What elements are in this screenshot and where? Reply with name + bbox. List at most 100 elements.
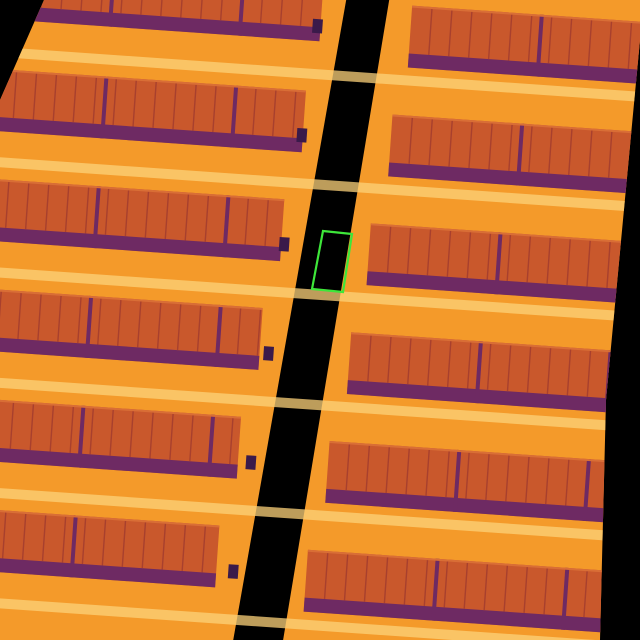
panel-cell-line: [387, 336, 392, 383]
panel-cell-line: [29, 404, 35, 451]
panel-edge: [0, 396, 242, 419]
panel-cell-line: [607, 131, 613, 178]
panel-cell-line: [486, 233, 492, 280]
panel-cell-line: [37, 294, 42, 341]
berm-strip: [0, 42, 640, 109]
panel-cell-line: [180, 0, 185, 18]
panel-cell-line: [405, 448, 410, 495]
panel-cell-line: [426, 229, 432, 276]
panel-cell-line: [4, 181, 10, 228]
panel-cell-line: [252, 88, 257, 135]
panel-cell-line: [219, 0, 225, 21]
panel-edge: [0, 286, 263, 310]
panel-edge: [0, 506, 220, 528]
panel-shadow: [325, 488, 626, 524]
panel-cell-line: [41, 515, 47, 562]
panel-cell-line: [383, 557, 389, 604]
berm-strip: [0, 591, 640, 640]
panel-cell-line: [256, 309, 262, 356]
panel-cell-line: [129, 411, 134, 458]
panel-cell-line: [446, 230, 452, 277]
panel-cell-line: [323, 553, 329, 600]
panel-cell-line: [606, 242, 611, 288]
panel-module-gap: [92, 186, 101, 249]
panel-edge: [0, 67, 306, 93]
panel-shadow: [0, 554, 217, 588]
panel-cell-line: [586, 350, 592, 397]
panel-cell-line: [486, 343, 492, 390]
panel-cell-line: [116, 300, 122, 347]
panel-cell-line: [343, 554, 349, 601]
panel-row-right: [346, 332, 640, 415]
panel-row-right: [388, 114, 640, 196]
panel-cell-line: [587, 20, 593, 67]
panel-cell-line: [97, 298, 102, 345]
panel-module-gap: [237, 0, 246, 36]
panel-cell-line: [259, 0, 265, 24]
panel-cell-line: [132, 80, 137, 127]
panel-cell-line: [140, 0, 145, 15]
berm-strip: [0, 481, 640, 548]
panel-cell-line: [89, 408, 94, 455]
panel-cell-line: [568, 129, 573, 176]
panel-cell-line: [526, 346, 532, 393]
panel-cell-line: [365, 445, 371, 492]
panel-cell-line: [204, 195, 210, 242]
panel-module-gap: [431, 558, 440, 621]
inverter-box: [227, 564, 239, 579]
berm-strip: [0, 371, 640, 438]
panel-row-right: [325, 440, 629, 524]
inverter-box: [263, 346, 275, 361]
panel-module-gap: [229, 85, 239, 148]
panel-module-gap: [77, 405, 86, 468]
panel-cell-line: [567, 18, 573, 65]
panel-cell-line: [448, 120, 453, 167]
panel-cell-line: [543, 568, 548, 615]
panel-cell-line: [446, 341, 452, 388]
berm-strip: [0, 152, 640, 219]
panel-module-gap: [69, 515, 78, 578]
panel-cell-line: [101, 519, 107, 566]
panel-cell-line: [120, 0, 125, 14]
panel-cell-line: [152, 81, 157, 128]
panel-cell-line: [291, 91, 297, 138]
panel-cell-line: [21, 513, 27, 560]
panel-cell-line: [1, 512, 7, 559]
panel-cell-line: [9, 402, 15, 449]
panel-cell-line: [244, 198, 249, 245]
panel-module-gap: [214, 304, 223, 368]
panel-module-gap: [535, 14, 544, 77]
panel-cell-line: [526, 236, 532, 283]
panel-shadow: [0, 444, 238, 479]
panel-row-left: [0, 286, 263, 370]
panel-module-gap: [84, 295, 94, 358]
panel-module-gap: [560, 567, 570, 630]
panel-cell-line: [426, 339, 432, 386]
panel-cell-line: [546, 237, 551, 284]
panel-cell-line: [508, 124, 513, 171]
panel-edge: [370, 223, 640, 245]
panel-module-gap: [494, 232, 503, 295]
panel-cell-line: [587, 130, 593, 177]
panel-cell-line: [485, 454, 490, 501]
inverter-box: [278, 236, 290, 252]
panel-row-right: [366, 223, 640, 305]
panel-cell-line: [566, 349, 572, 396]
panel-cell-line: [385, 447, 390, 494]
panel-cell-line: [523, 567, 528, 613]
panel-cell-line: [156, 302, 162, 349]
panel-cell-line: [525, 456, 530, 503]
panel-cell-line: [57, 295, 62, 342]
panel-cell-line: [17, 293, 22, 340]
panel-shadow: [346, 380, 638, 415]
panel-cell-line: [386, 226, 392, 273]
panel-edge: [392, 114, 640, 136]
annotation-layer: [310, 229, 354, 294]
panel-cell-line: [487, 13, 493, 60]
panel-cell-line: [184, 194, 190, 241]
panel-cell-line: [503, 565, 509, 612]
panel-cell-line: [505, 455, 510, 502]
panel-cell-line: [545, 458, 550, 505]
